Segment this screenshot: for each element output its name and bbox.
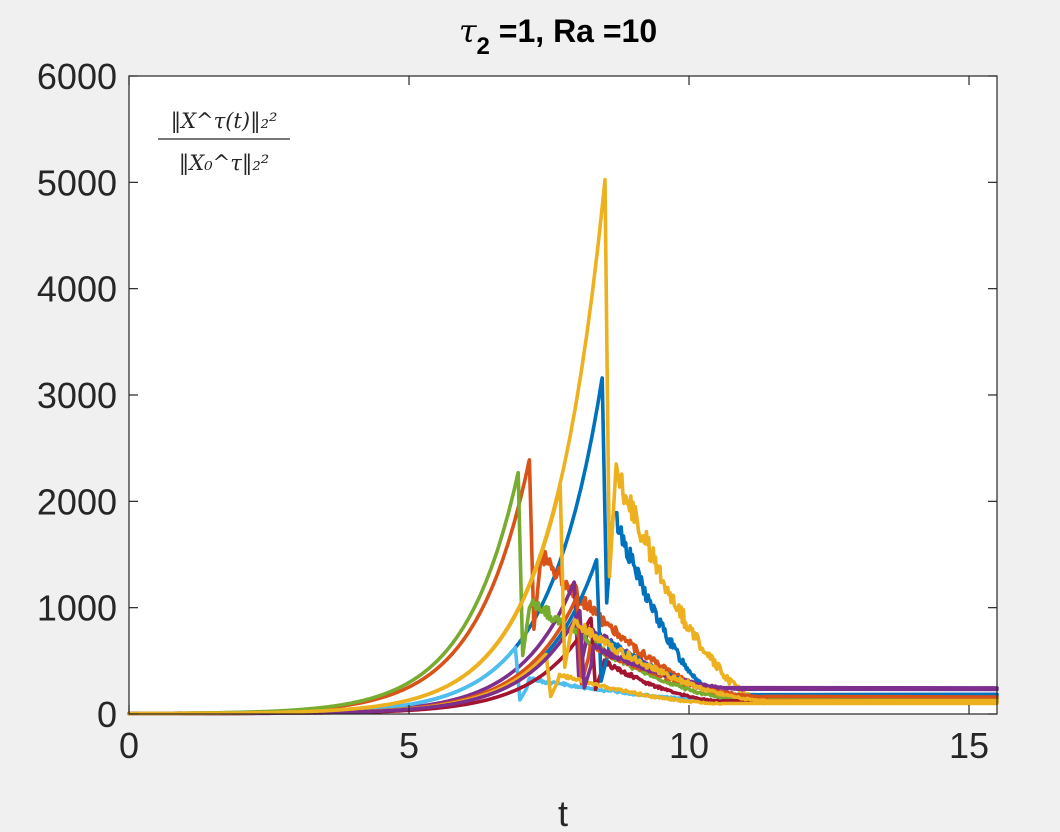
y-tick-label: 0 xyxy=(97,694,117,735)
ticks-layer: 0 5 10 15 0 1000 2000 3000 4000 5000 6000 xyxy=(37,56,997,766)
title-tau: τ xyxy=(459,12,478,50)
x-axis-label: t xyxy=(558,793,568,832)
x-tick-label: 0 xyxy=(119,725,139,766)
x-tick-label: 10 xyxy=(669,725,709,766)
series-layer xyxy=(127,177,999,716)
annotation-numerator: ‖X^τ(t)‖₂² xyxy=(171,109,278,134)
y-tick-label: 1000 xyxy=(37,588,117,629)
chart-title: τ2 =1, Ra =10 xyxy=(459,12,657,60)
y-tick-label: 2000 xyxy=(37,481,117,522)
title-subscript: 2 xyxy=(477,33,490,60)
y-tick-label: 4000 xyxy=(37,269,117,310)
y-tick-label: 6000 xyxy=(37,56,117,97)
x-tick-label: 15 xyxy=(949,725,989,766)
title-rest: =1, Ra =10 xyxy=(490,13,657,49)
series-line-12 xyxy=(127,484,999,716)
annotation-denominator: ‖X₀^τ‖₂² xyxy=(179,151,269,176)
x-tick-label: 5 xyxy=(399,725,419,766)
y-tick-label: 3000 xyxy=(37,375,117,416)
norm-ratio-annotation: ‖X^τ(t)‖₂² ‖X₀^τ‖₂² xyxy=(158,109,290,176)
y-tick-label: 5000 xyxy=(37,162,117,203)
